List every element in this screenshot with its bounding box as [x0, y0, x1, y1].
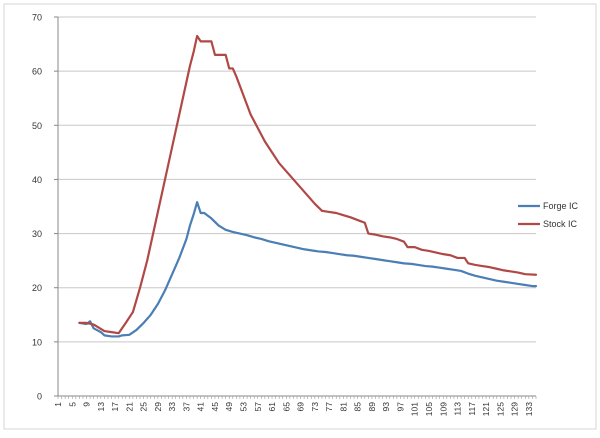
x-tick-label: 69	[296, 402, 306, 412]
x-tick-label: 105	[424, 402, 434, 416]
x-tick-label: 89	[367, 402, 377, 412]
x-tick-label: 109	[438, 402, 448, 416]
x-tick-label: 29	[153, 402, 163, 412]
y-tick-label: 20	[32, 283, 42, 293]
legend: Forge IC Stock IC	[518, 201, 579, 229]
x-tick-label: 93	[381, 402, 391, 412]
x-tick-label: 9	[82, 402, 92, 407]
x-tick-label: 133	[524, 402, 534, 416]
x-tick-label: 97	[395, 402, 405, 412]
series-line-forge-ic	[78, 201, 538, 338]
chart-border	[3, 3, 597, 430]
x-tick-label: 33	[167, 402, 177, 412]
x-tick-label: 49	[224, 402, 234, 412]
x-tick-label: 17	[110, 402, 120, 412]
x-tick-label: 61	[267, 402, 277, 412]
x-tick-label: 1	[53, 402, 63, 407]
y-tick-label: 0	[37, 392, 42, 402]
x-tick-label: 117	[467, 402, 477, 416]
x-tick-label: 113	[453, 402, 463, 416]
x-tick-label: 37	[181, 402, 191, 412]
x-tick-label: 73	[310, 402, 320, 412]
y-tick-label: 60	[32, 67, 42, 77]
series-line-stock-ic	[78, 34, 538, 335]
gridlines	[58, 16, 536, 343]
legend-label: Stock IC	[543, 219, 578, 229]
y-tick-label: 30	[32, 229, 42, 239]
y-tick-label: 40	[32, 175, 42, 185]
y-tick-label: 10	[32, 337, 42, 347]
x-tick-label: 41	[196, 402, 206, 412]
y-tick-label: 50	[32, 121, 42, 131]
x-tick-label: 125	[495, 402, 505, 416]
x-tick-label: 5	[67, 402, 77, 407]
x-tick-label: 21	[124, 402, 134, 412]
axes: 0 10 20 30 40 50 60 70 1 5 9 13 17 21 25 29 33 37 41 45 49 53…	[32, 13, 537, 416]
x-tick-label: 85	[353, 402, 363, 412]
x-tick-label: 25	[139, 402, 149, 412]
x-tick-label: 101	[410, 402, 420, 416]
x-tick-label: 81	[338, 402, 348, 412]
x-tick-label: 13	[96, 402, 106, 412]
x-tick-label: 57	[253, 402, 263, 412]
x-tick-label: 53	[238, 402, 248, 412]
x-tick-label: 45	[210, 402, 220, 412]
x-tick-label: 121	[481, 402, 491, 416]
legend-label: Forge IC	[543, 201, 579, 211]
x-tick-label: 65	[281, 402, 291, 412]
series-lines	[78, 34, 538, 338]
x-tick-label: 129	[510, 402, 520, 416]
y-tick-label: 70	[32, 13, 42, 23]
x-tick-label: 77	[324, 402, 334, 412]
